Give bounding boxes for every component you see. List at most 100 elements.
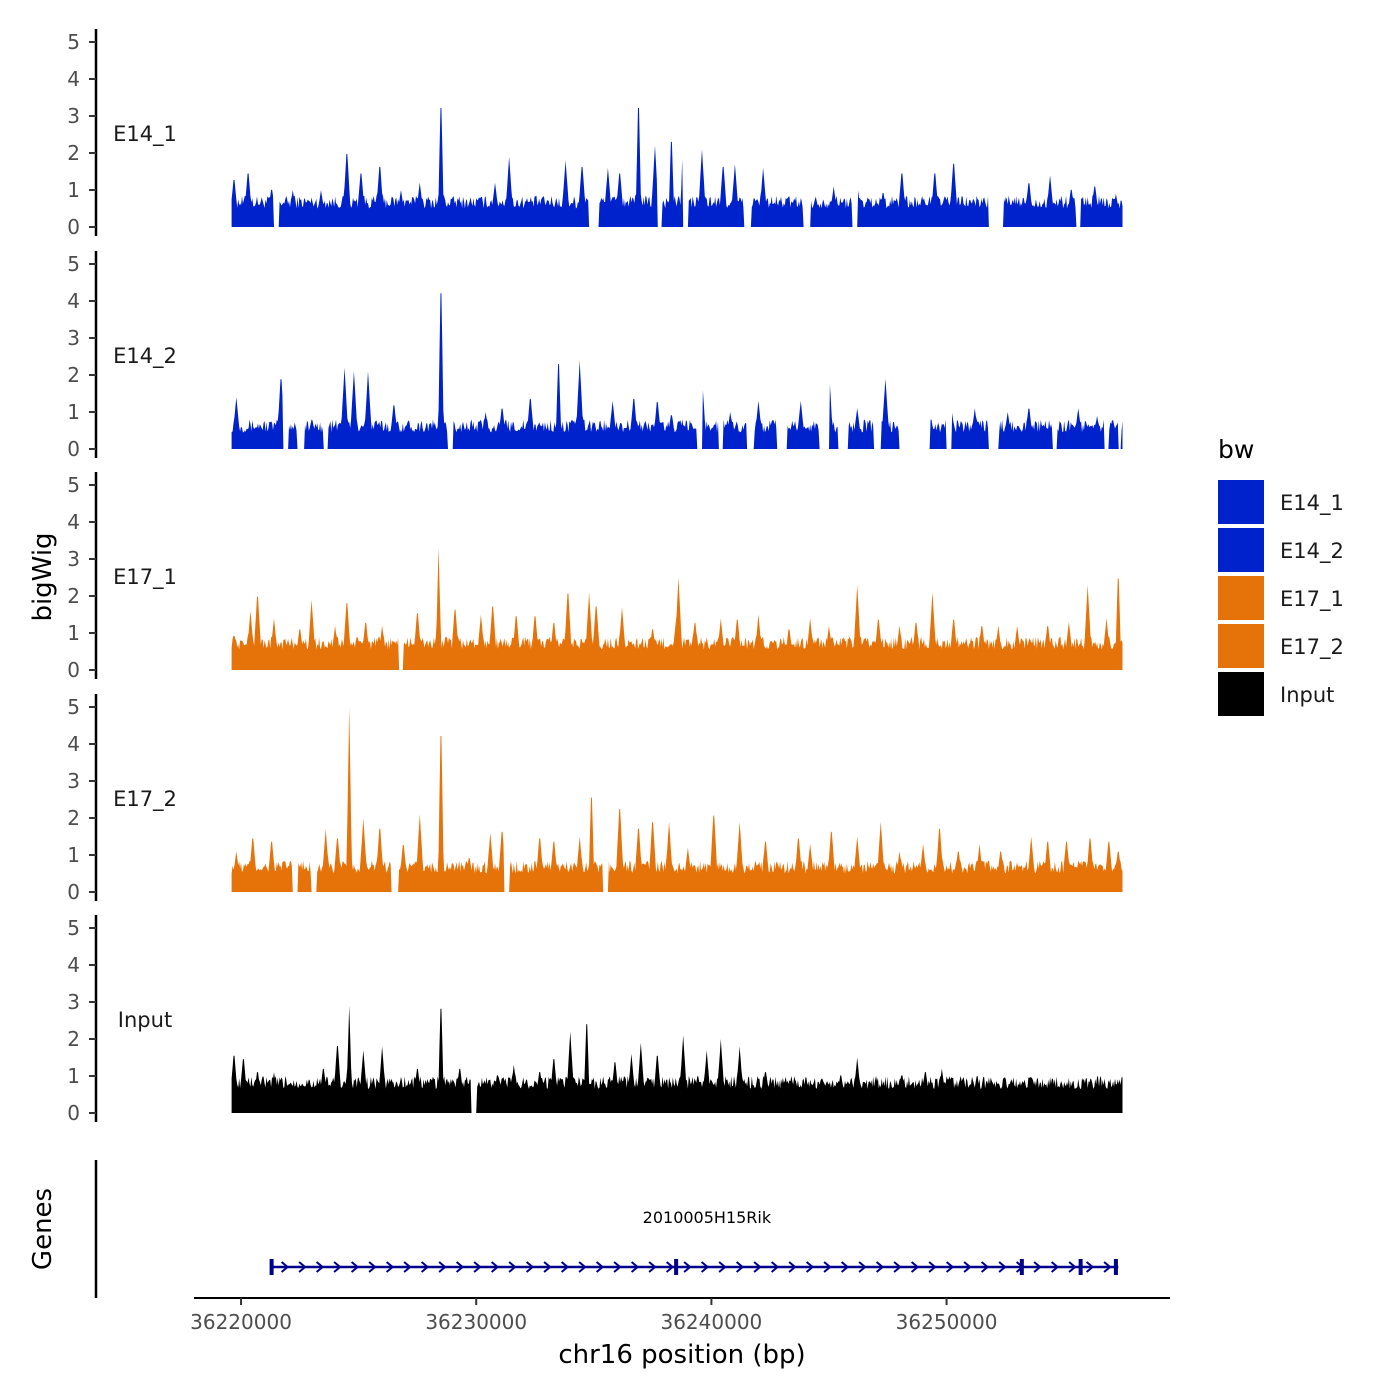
y-tick-label: 4 [67, 67, 80, 91]
x-tick-label: 36250000 [896, 1310, 998, 1334]
legend-item-e17_1: E17_1 [1218, 576, 1344, 620]
x-tick-label: 36220000 [190, 1310, 292, 1334]
y-tick-label: 0 [67, 437, 80, 461]
gene-exon [269, 1259, 274, 1275]
y-tick-label: 4 [67, 732, 80, 756]
y-tick-label: 1 [67, 178, 80, 202]
y-tick-label: 2 [67, 806, 80, 830]
y-axis-title: bigWig [28, 532, 58, 621]
gene-strand-arrow [473, 1261, 482, 1273]
gene-strand-arrow [315, 1261, 325, 1273]
gene-strand-arrow [543, 1261, 552, 1273]
gene-strand-arrow [735, 1261, 745, 1273]
y-tick-label: 5 [67, 252, 80, 276]
track-label: E14_1 [113, 122, 177, 147]
legend-swatch [1218, 624, 1264, 668]
y-tick-label: 0 [67, 1101, 80, 1125]
gene-strand-arrow [280, 1261, 290, 1273]
gene-strand-arrow [823, 1261, 832, 1273]
gene-strand-arrow [420, 1261, 430, 1273]
legend-item-e17_2: E17_2 [1218, 624, 1344, 668]
y-tick-label: 4 [67, 289, 80, 313]
gene-strand-arrow [753, 1261, 762, 1273]
gene-strand-arrow [1033, 1261, 1042, 1273]
track-label: Input [118, 1008, 172, 1032]
signal-area-input [231, 1005, 1123, 1113]
gene-strand-arrow [595, 1261, 605, 1273]
gene-strand-arrow [683, 1261, 692, 1273]
gene-strand-arrow [1068, 1261, 1077, 1273]
track-panel-e14_1: 0 1 2 3 4 5 E14_1 [67, 29, 1123, 239]
legend-swatch [1218, 528, 1264, 572]
track-panel-e14_2: 0 1 2 3 4 5 E14_2 [67, 251, 1123, 461]
legend-item-e14_1: E14_1 [1218, 480, 1344, 524]
gene-strand-arrow [840, 1261, 850, 1273]
gene-exon [674, 1259, 679, 1275]
y-tick-label: 5 [67, 30, 80, 54]
signal-area-e14_1 [231, 108, 1123, 227]
y-tick-label: 5 [67, 473, 80, 497]
y-tick-label: 4 [67, 510, 80, 534]
gene-strand-arrow [525, 1261, 535, 1273]
y-tick-label: 3 [67, 326, 80, 350]
track-panel-e17_2: 0 1 2 3 4 5 E17_2 [67, 694, 1123, 904]
x-axis: 36220000 36230000 36240000 36250000 chr16 p… [190, 1297, 1170, 1370]
gene-strand-arrow [665, 1261, 675, 1273]
track-panel-input: 0 1 2 3 4 5 Input [67, 915, 1123, 1125]
gene-strand-arrow [648, 1261, 657, 1273]
gene-strand-arrow [805, 1261, 815, 1273]
signal-area-e17_1 [231, 547, 1123, 670]
x-axis-ticks: 36220000 36230000 36240000 36250000 [190, 1298, 997, 1334]
y-tick-label: 2 [67, 584, 80, 608]
gene-strand-arrow [980, 1261, 990, 1273]
gene-strand-arrow [1103, 1261, 1112, 1273]
gene-strand-arrow [945, 1261, 955, 1273]
gene-strand-arrow [298, 1261, 307, 1273]
gene-strand-arrow [490, 1261, 500, 1273]
track-label: E17_2 [113, 787, 177, 812]
y-tick-label: 2 [67, 363, 80, 387]
y-tick-label: 2 [67, 141, 80, 165]
y-tick-label: 2 [67, 1027, 80, 1051]
gene-exon [1019, 1259, 1024, 1275]
legend-label: E14_1 [1280, 491, 1344, 516]
gene-strand-arrow [368, 1261, 377, 1273]
gene-strand-arrow [700, 1261, 710, 1273]
gene-strand-arrow [1085, 1261, 1095, 1273]
y-tick-label: 5 [67, 695, 80, 719]
gene-name-label: 2010005H15Rik [643, 1208, 772, 1227]
signal-area-e14_2 [231, 293, 1123, 449]
y-tick-label: 3 [67, 547, 80, 571]
gene-strand-arrow [438, 1261, 447, 1273]
gene-strand-arrow [893, 1261, 902, 1273]
y-tick-label: 0 [67, 880, 80, 904]
gene-strand-arrow [333, 1261, 342, 1273]
gene-strand-arrow [858, 1261, 867, 1273]
x-tick-label: 36240000 [660, 1310, 762, 1334]
legend-swatch [1218, 672, 1264, 716]
legend-label: E17_2 [1280, 635, 1344, 660]
legend-label: Input [1280, 683, 1334, 707]
gene-strand-arrow [578, 1261, 587, 1273]
gene-strand-arrow [998, 1261, 1007, 1273]
legend-swatch [1218, 480, 1264, 524]
x-tick-label: 36230000 [425, 1310, 527, 1334]
y-tick-label: 0 [67, 215, 80, 239]
legend: bw E14_1 E14_2 E17_1 E17_2 Input [1218, 435, 1344, 716]
legend-item-input: Input [1218, 672, 1334, 716]
gene-strand-arrow [385, 1261, 395, 1273]
gene-strand-arrow [928, 1261, 937, 1273]
track-label: E14_2 [113, 344, 177, 369]
y-tick-label: 1 [67, 400, 80, 424]
track-panels: 0 1 2 3 4 5 E14_1 0 1 2 3 4 5 E14_2 0 1 2 3 4 5 E17_1 0 1 2 3 4 5 E… [67, 29, 1123, 1125]
x-axis-title: chr16 position (bp) [558, 1340, 805, 1370]
y-tick-label: 3 [67, 104, 80, 128]
gene-strand-arrow [403, 1261, 412, 1273]
y-tick-label: 4 [67, 953, 80, 977]
genes-track-title: Genes [28, 1188, 58, 1270]
legend-item-e14_2: E14_2 [1218, 528, 1344, 572]
legend-label: E17_1 [1280, 587, 1344, 612]
y-tick-label: 1 [67, 843, 80, 867]
gene-strand-arrow [613, 1261, 622, 1273]
